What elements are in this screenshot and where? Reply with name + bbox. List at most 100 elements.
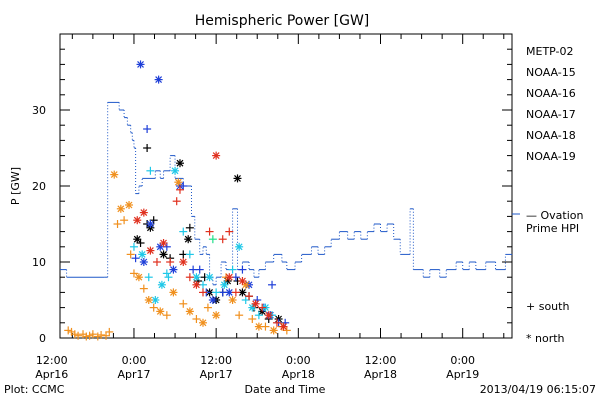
- north-point-metp-02: [133, 235, 142, 244]
- south-point-noaa-18: [64, 326, 73, 335]
- marker-key-north: * north: [526, 332, 565, 345]
- north-point-noaa-16: [205, 273, 214, 282]
- south-point-noaa-18: [235, 311, 244, 320]
- north-point-noaa-18: [174, 178, 183, 187]
- south-point-noaa-18: [93, 332, 102, 341]
- north-point-noaa-15: [136, 60, 145, 69]
- north-point-metp-02: [184, 235, 193, 244]
- chart-title: Hemispheric Power [GW]: [195, 13, 370, 29]
- x-tick-label-date: Apr18: [364, 368, 397, 381]
- south-point-noaa-19: [218, 235, 227, 244]
- south-point-noaa-15: [143, 125, 152, 133]
- south-point-noaa-19: [225, 227, 234, 236]
- north-point-noaa-16: [157, 280, 166, 289]
- north-point-noaa-16: [171, 166, 180, 175]
- south-point-noaa-19: [152, 258, 161, 266]
- north-point-noaa-19: [179, 258, 188, 266]
- south-point-noaa-18: [179, 299, 188, 308]
- x-tick-label-time: 12:00: [200, 354, 232, 367]
- north-point-noaa-19: [139, 208, 148, 217]
- north-point-noaa-18: [198, 318, 207, 327]
- north-point-noaa-19: [212, 151, 221, 160]
- south-point-noaa-18: [192, 315, 201, 323]
- south-point-noaa-15: [268, 280, 277, 289]
- south-point-noaa-18: [149, 303, 158, 312]
- south-point-noaa-18: [120, 216, 129, 225]
- south-point-noaa-17: [208, 235, 217, 244]
- south-point-noaa-18: [74, 331, 83, 340]
- north-point-noaa-18: [110, 170, 119, 179]
- south-point-noaa-19: [198, 288, 207, 297]
- south-point-noaa-15: [238, 265, 247, 274]
- south-point-noaa-15: [179, 182, 188, 190]
- south-point-noaa-16: [146, 166, 155, 175]
- x-tick-label-date: Apr17: [200, 368, 233, 381]
- south-point-noaa-15: [131, 254, 140, 263]
- south-point-noaa-19: [172, 197, 181, 206]
- y-tick-label: 20: [32, 180, 46, 193]
- south-point-noaa-19: [245, 292, 254, 301]
- south-point-noaa-19: [166, 258, 175, 266]
- legend-item-metp-02: METP-02: [526, 45, 574, 58]
- north-point-noaa-15: [208, 296, 217, 304]
- south-point-noaa-16: [164, 273, 173, 282]
- x-tick-label-time: 12:00: [36, 354, 68, 367]
- north-point-noaa-16: [235, 242, 244, 251]
- north-point-noaa-15: [146, 220, 155, 228]
- south-point-noaa-18: [282, 326, 291, 335]
- north-point-noaa-15: [154, 75, 163, 84]
- south-point-noaa-15: [162, 242, 171, 251]
- x-tick-label-date: Apr18: [282, 368, 315, 381]
- footer-right: 2013/04/19 06:15:07: [480, 383, 596, 396]
- south-point-noaa-16: [179, 227, 188, 236]
- south-point-metp-02: [136, 239, 145, 247]
- north-point-noaa-15: [169, 265, 178, 274]
- north-point-metp-02: [233, 174, 242, 183]
- south-point-noaa-15: [195, 265, 204, 274]
- north-point-noaa-18: [125, 201, 134, 209]
- south-point-noaa-19: [231, 288, 240, 297]
- north-point-noaa-19: [225, 273, 234, 282]
- north-point-noaa-16: [151, 296, 160, 304]
- south-point-noaa-16: [212, 288, 221, 297]
- north-point-noaa-19: [159, 239, 168, 247]
- footer-left: Plot: CCMC: [4, 383, 65, 396]
- north-point-noaa-16: [220, 280, 229, 289]
- south-point-noaa-18: [129, 269, 138, 278]
- south-point-noaa-16: [254, 311, 263, 320]
- legend-item-noaa-19: NOAA-19: [526, 150, 576, 163]
- south-point-noaa-16: [185, 250, 194, 259]
- y-tick-label: 30: [32, 104, 46, 117]
- legend-item-noaa-16: NOAA-16: [526, 87, 576, 100]
- x-axis-label: Date and Time: [245, 383, 326, 396]
- marker-key-south: + south: [526, 300, 569, 313]
- south-point-noaa-18: [203, 303, 212, 312]
- south-point-noaa-16: [129, 242, 138, 251]
- north-point-noaa-19: [264, 311, 273, 320]
- north-point-noaa-16: [138, 250, 147, 259]
- y-axis-label: P [GW]: [9, 167, 22, 205]
- north-point-noaa-18: [134, 273, 143, 282]
- north-point-noaa-18: [228, 296, 237, 304]
- legend-item-noaa-18: NOAA-18: [526, 129, 576, 142]
- north-point-noaa-19: [279, 322, 288, 331]
- plot-frame: [59, 33, 513, 339]
- south-point-noaa-19: [205, 227, 214, 236]
- north-point-noaa-15: [139, 258, 148, 266]
- south-point-metp-02: [143, 144, 152, 152]
- satellite-points: [64, 60, 291, 341]
- x-tick-label-time: 12:00: [365, 354, 397, 367]
- north-point-metp-02: [175, 159, 184, 168]
- north-point-noaa-19: [238, 277, 247, 285]
- y-axis-ticks: 0 10 20 30: [32, 33, 512, 345]
- x-tick-label-date: Apr17: [117, 368, 150, 381]
- south-point-metp-02: [149, 216, 158, 225]
- ovation-label-line1: — Ovation: [526, 209, 584, 222]
- north-point-noaa-18: [156, 307, 165, 316]
- south-point-noaa-16: [241, 296, 250, 304]
- x-axis-ticks: 12:00Apr160:00Apr1712:00Apr170:00Apr1812…: [35, 34, 505, 381]
- x-tick-label-date: Apr19: [446, 368, 479, 381]
- south-point-noaa-18: [102, 331, 111, 340]
- ovation-label-line2: Prime HPI: [526, 222, 579, 235]
- legend-item-noaa-15: NOAA-15: [526, 66, 576, 79]
